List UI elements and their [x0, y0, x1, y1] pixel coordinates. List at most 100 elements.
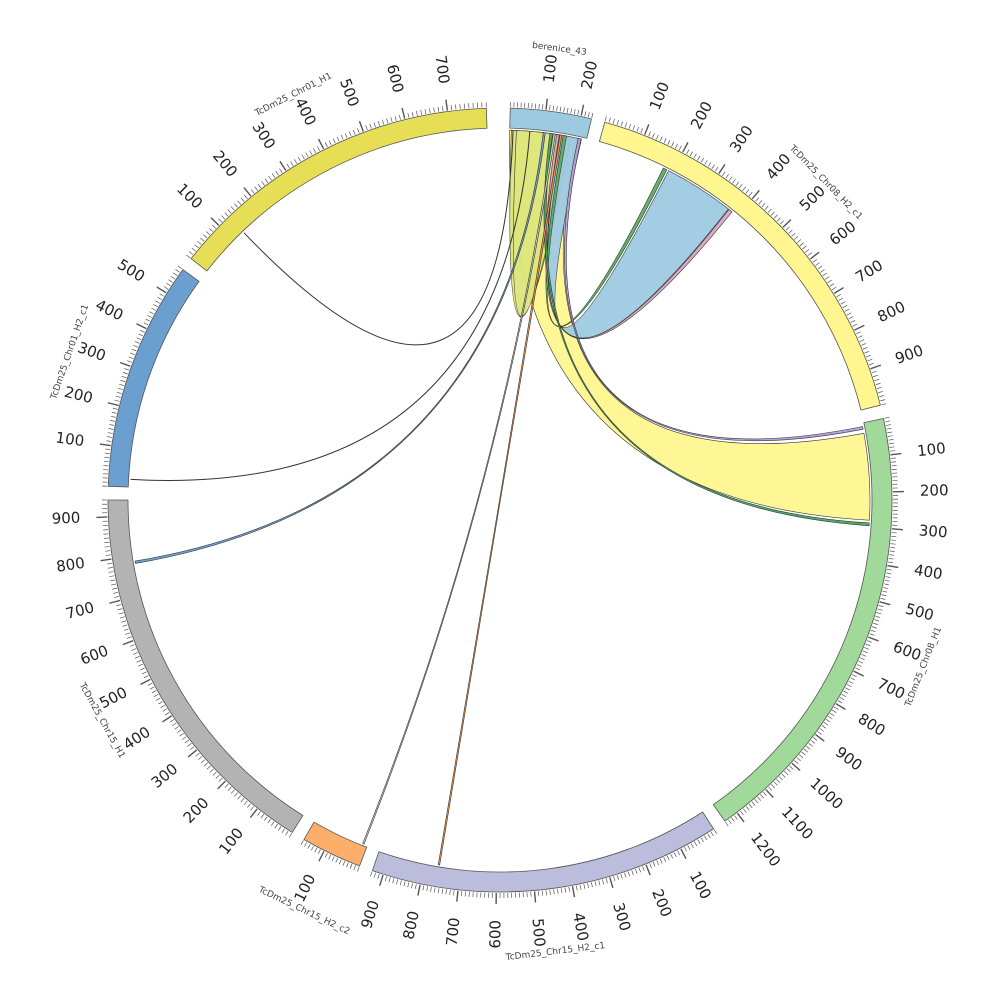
minor-tick [297, 156, 301, 162]
minor-tick [433, 107, 435, 113]
minor-tick [745, 806, 750, 811]
minor-tick [105, 448, 111, 450]
minor-tick [411, 111, 414, 117]
minor-tick [552, 105, 555, 111]
major-tick [736, 812, 745, 823]
major-tick [887, 564, 899, 569]
minor-tick [206, 765, 211, 770]
link-9 [437, 134, 563, 866]
minor-tick [250, 806, 255, 811]
minor-tick [260, 813, 265, 819]
minor-tick [742, 186, 746, 191]
minor-tick [134, 656, 140, 659]
minor-tick [449, 889, 451, 895]
minor-tick [200, 237, 205, 242]
minor-tick [143, 322, 149, 326]
segment-chr01h2 [107, 269, 200, 488]
minor-tick [877, 608, 883, 611]
minor-tick [450, 104, 453, 111]
minor-tick [240, 197, 245, 202]
major-tick [682, 142, 689, 153]
link-3 [545, 135, 668, 327]
minor-tick [876, 386, 882, 390]
minor-tick [166, 282, 171, 287]
minor-tick [856, 331, 861, 335]
tick-label: 200 [63, 383, 95, 407]
minor-tick [414, 883, 417, 889]
minor-tick [851, 674, 857, 678]
tick-label: 400 [913, 561, 944, 584]
minor-tick [754, 799, 759, 804]
minor-tick [840, 301, 846, 305]
major-tick [814, 733, 825, 742]
minor-tick [105, 554, 111, 556]
minor-tick [880, 597, 886, 600]
minor-tick [861, 653, 867, 657]
minor-tick [761, 202, 766, 208]
tick-label: 700 [431, 54, 453, 85]
major-tick [809, 251, 820, 260]
minor-tick [392, 878, 395, 884]
minor-tick [332, 138, 336, 144]
minor-tick [170, 275, 176, 280]
minor-tick [140, 667, 145, 671]
minor-tick [794, 760, 799, 764]
minor-tick [697, 839, 701, 845]
minor-tick [403, 881, 406, 887]
major-tick [156, 286, 167, 294]
minor-tick [613, 876, 616, 882]
segment-chr15h2c1 [371, 811, 715, 893]
minor-tick [128, 356, 134, 359]
minor-tick [704, 160, 708, 165]
minor-tick [437, 106, 440, 112]
minor-tick [108, 571, 114, 573]
minor-tick [889, 446, 895, 448]
minor-tick [604, 116, 607, 122]
minor-tick [829, 283, 835, 287]
minor-tick [690, 843, 694, 848]
minor-tick [113, 591, 119, 594]
major-tick [680, 848, 687, 859]
link-11 [130, 131, 531, 481]
minor-tick [770, 211, 775, 216]
tick-label: 100 [55, 428, 86, 450]
minor-tick [673, 852, 677, 857]
tick-label: 100 [540, 53, 561, 84]
minor-tick [881, 403, 887, 406]
minor-tick [728, 176, 733, 181]
minor-tick [876, 612, 882, 615]
minor-tick [549, 105, 551, 111]
minor-tick [842, 305, 848, 309]
minor-tick [560, 888, 563, 894]
minor-tick [107, 567, 113, 569]
minor-tick [104, 452, 110, 455]
tick-label: 200 [578, 59, 602, 91]
minor-tick [122, 624, 128, 627]
minor-tick [735, 181, 740, 186]
minor-tick [108, 428, 114, 430]
minor-tick [353, 129, 356, 135]
tick-label: 200 [687, 98, 716, 132]
minor-tick [590, 882, 593, 888]
minor-tick [195, 752, 200, 757]
minor-tick [230, 789, 235, 794]
minor-tick [110, 415, 116, 418]
minor-tick [711, 164, 715, 170]
minor-tick [683, 846, 687, 852]
minor-tick [871, 626, 877, 629]
minor-tick [104, 546, 110, 548]
minor-tick [234, 203, 238, 208]
minor-tick [732, 178, 736, 184]
tick-label: 600 [826, 217, 860, 249]
minor-tick [785, 226, 790, 231]
minor-tick [762, 791, 767, 796]
minor-tick [453, 890, 455, 896]
minor-tick [131, 648, 137, 651]
minor-tick [153, 693, 159, 697]
minor-tick [121, 375, 127, 379]
segments-layer [107, 107, 893, 893]
minor-tick [855, 667, 861, 671]
minor-tick [111, 583, 117, 586]
minor-tick [118, 612, 124, 615]
minor-tick [659, 858, 663, 864]
